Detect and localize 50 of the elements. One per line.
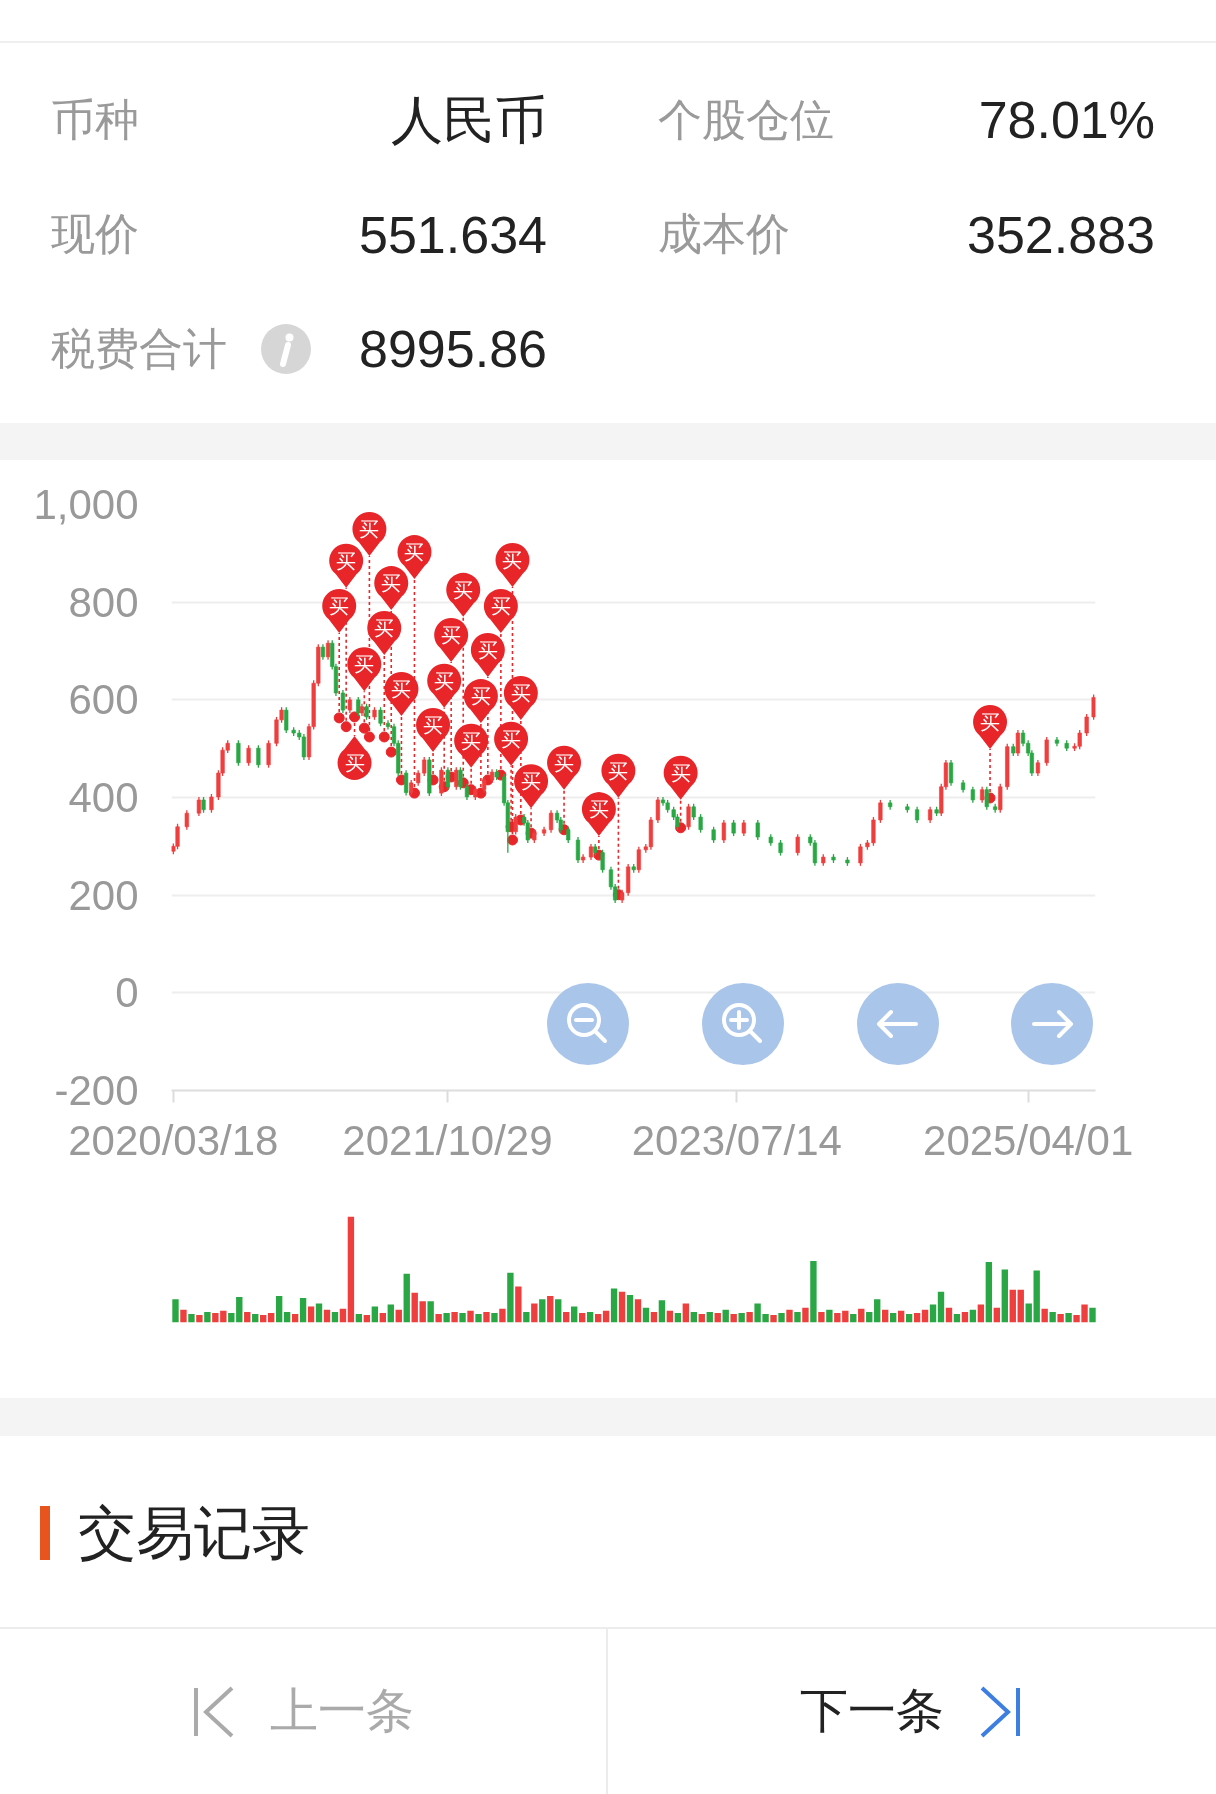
x-tick-label: 2020/03/18 [68, 1116, 279, 1164]
text: 买 [453, 578, 474, 601]
text: 买 [980, 710, 1001, 733]
text: 买 [554, 751, 575, 774]
text: 人民币 [391, 90, 547, 151]
x-tick-label: 2021/10/29 [342, 1116, 553, 1164]
text: 买 [336, 549, 357, 572]
text: 551.634 [359, 204, 547, 266]
y-tick-label: 0 [115, 969, 139, 1017]
text: 买 [441, 623, 462, 646]
text: 买 [404, 541, 425, 564]
y-tick-label: 800 [68, 578, 139, 626]
y-tick-label: 400 [68, 774, 139, 821]
text: 买 [670, 761, 691, 784]
text: 个股仓位 [658, 93, 834, 146]
text: 买 [501, 727, 522, 750]
y-tick-label: 200 [68, 871, 139, 919]
text: 买 [490, 595, 511, 618]
text: 买 [477, 638, 498, 661]
text: 买 [344, 751, 365, 774]
text: 买 [502, 548, 523, 571]
text: 买 [470, 685, 491, 708]
text: 买 [329, 594, 350, 617]
text: 买 [608, 759, 629, 782]
text: 成本价 [658, 208, 790, 261]
text: 买 [423, 713, 444, 736]
text: 买 [510, 681, 531, 704]
x-tick-label: 2023/07/14 [631, 1116, 842, 1164]
x-tick-label: 2025/04/01 [923, 1116, 1134, 1164]
text: 交易记录 [78, 1499, 310, 1567]
text: 78.01% [978, 90, 1155, 151]
text: 税费合计 [51, 322, 228, 375]
y-tick-label: 1,000 [33, 481, 139, 528]
text: 买 [391, 677, 412, 700]
text: 买 [521, 770, 542, 793]
text: 8995.86 [359, 319, 547, 380]
text: 币种 [51, 93, 139, 146]
text: 买 [359, 517, 380, 540]
y-tick-label: -200 [54, 1067, 139, 1114]
text: 买 [588, 798, 609, 821]
text: 买 [434, 669, 455, 692]
y-tick-label: 600 [68, 676, 139, 724]
text: 买 [354, 653, 375, 676]
text: 352.883 [967, 204, 1155, 266]
text: 下一条 [800, 1683, 944, 1740]
text: 上一条 [270, 1683, 414, 1740]
text: 现价 [51, 208, 139, 261]
text: 买 [381, 572, 402, 595]
legend-label: 买 [461, 729, 482, 752]
text: 买 [374, 616, 395, 639]
